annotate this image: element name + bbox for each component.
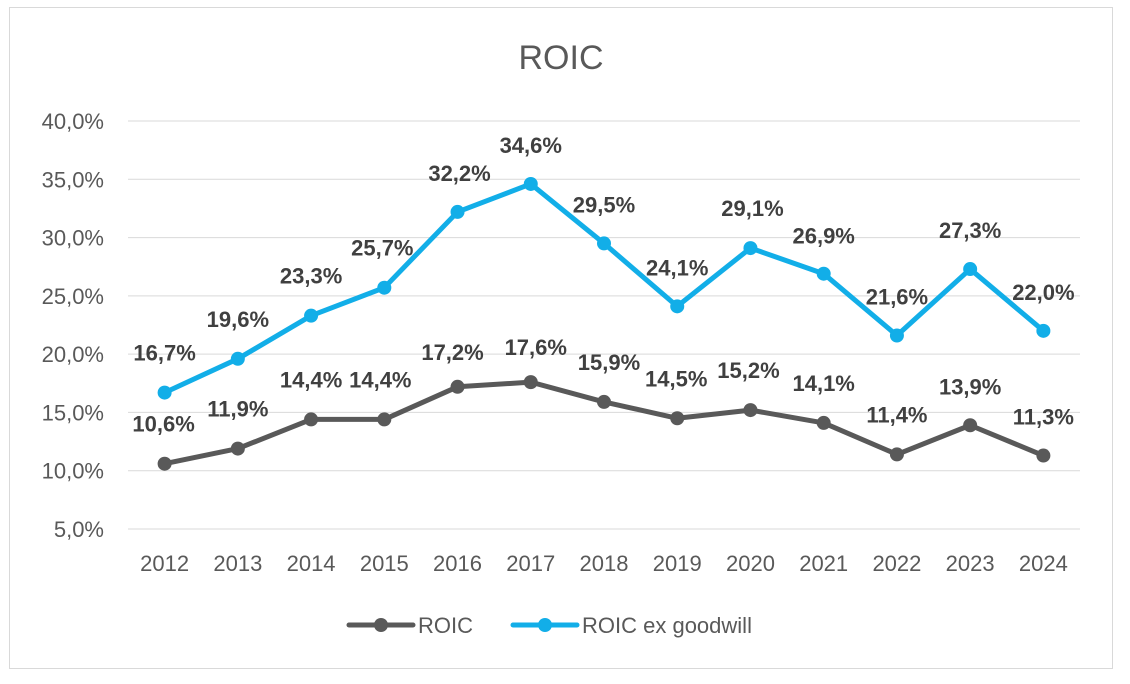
- data-point: [963, 418, 978, 433]
- data-point: [523, 375, 538, 390]
- data-point: [670, 299, 685, 314]
- data-label: 24,1%: [646, 255, 708, 280]
- data-point: [889, 447, 904, 462]
- data-label: 34,6%: [500, 133, 562, 158]
- data-label: 13,9%: [939, 374, 1001, 399]
- data-label: 11,4%: [866, 402, 927, 427]
- data-point: [597, 236, 611, 251]
- data-label: 14,1%: [792, 371, 854, 396]
- data-label: 17,6%: [505, 335, 567, 360]
- data-point: [1036, 323, 1051, 338]
- x-tick-label: 2019: [653, 551, 702, 576]
- x-tick-label: 2021: [799, 551, 848, 576]
- legend-label: ROIC ex goodwill: [582, 613, 752, 638]
- x-tick-label: 2014: [287, 551, 336, 576]
- data-label: 11,3%: [1013, 405, 1074, 430]
- data-label: 27,3%: [939, 218, 1001, 243]
- x-tick-label: 2024: [1019, 551, 1068, 576]
- gridlines: [128, 120, 1080, 530]
- data-label: 11,9%: [207, 397, 268, 422]
- data-point: [670, 411, 685, 426]
- y-tick-label: 10,0%: [42, 459, 104, 484]
- data-label: 16,7%: [133, 341, 195, 366]
- x-axis-ticks: 2012 2013 2014 2015 2016 2017 2018 2019 2020 2021…: [140, 551, 1068, 576]
- y-tick-label: 35,0%: [42, 167, 104, 192]
- data-label: 14,5%: [645, 366, 707, 391]
- data-point: [230, 351, 245, 366]
- data-point: [304, 308, 319, 323]
- x-tick-label: 2020: [726, 551, 775, 576]
- data-point: [743, 241, 758, 256]
- data-point: [377, 280, 392, 295]
- x-tick-label: 2023: [946, 551, 995, 576]
- legend: ROIC ROIC ex goodwill: [346, 613, 752, 638]
- data-label: 19,6%: [207, 307, 269, 332]
- data-point: [450, 204, 465, 219]
- chart-title: ROIC: [519, 39, 604, 77]
- x-tick-label: 2018: [580, 551, 629, 576]
- data-point: [304, 412, 319, 427]
- x-tick-label: 2017: [506, 551, 555, 576]
- y-tick-label: 25,0%: [42, 284, 104, 309]
- data-label: 25,7%: [351, 236, 413, 261]
- data-point: [816, 415, 831, 430]
- data-label: 22,0%: [1012, 280, 1074, 305]
- data-point: [157, 456, 172, 471]
- data-label: 23,3%: [280, 264, 342, 289]
- y-tick-label: 5,0%: [54, 517, 104, 542]
- data-label: 32,2%: [428, 161, 490, 186]
- data-point: [230, 441, 245, 456]
- data-point: [1036, 448, 1051, 463]
- y-tick-label: 20,0%: [42, 342, 104, 367]
- data-label: 15,9%: [578, 350, 640, 375]
- data-point: [450, 379, 465, 394]
- data-point: [597, 394, 611, 409]
- data-label: 26,9%: [792, 224, 854, 249]
- data-labels: 10,6% 11,9% 14,4% 14,4% 17,2% 17,6% 15,9%14,5%…: [132, 133, 1074, 437]
- data-label: 21,6%: [866, 284, 928, 309]
- x-tick-label: 2015: [360, 551, 409, 576]
- data-point: [523, 176, 538, 191]
- data-label: 10,6%: [132, 412, 194, 437]
- data-point: [743, 403, 758, 418]
- y-tick-label: 40,0%: [42, 109, 104, 134]
- data-point: [889, 328, 904, 343]
- series-points: [157, 176, 1051, 471]
- legend-label: ROIC: [418, 613, 473, 638]
- y-axis-ticks: 5,0% 10,0% 15,0% 20,0% 25,0% 30,0% 35,0% 40,0%: [42, 109, 104, 542]
- data-point: [157, 385, 172, 400]
- legend-swatch-marker: [374, 618, 388, 632]
- x-tick-label: 2022: [872, 551, 921, 576]
- x-tick-label: 2013: [213, 551, 262, 576]
- x-tick-label: 2012: [140, 551, 189, 576]
- data-label: 14,4%: [349, 367, 411, 392]
- legend-swatch-marker: [538, 618, 552, 632]
- data-label: 29,5%: [573, 192, 635, 217]
- data-label: 29,1%: [721, 196, 783, 221]
- data-point: [816, 266, 831, 281]
- x-tick-label: 2016: [433, 551, 482, 576]
- y-tick-label: 30,0%: [42, 226, 104, 251]
- data-label: 14,4%: [280, 367, 342, 392]
- data-label: 17,2%: [421, 340, 483, 365]
- y-tick-label: 15,0%: [42, 400, 104, 425]
- chart-frame: [9, 7, 1113, 669]
- data-point: [377, 412, 392, 427]
- data-label: 15,2%: [717, 358, 779, 383]
- data-point: [963, 262, 978, 277]
